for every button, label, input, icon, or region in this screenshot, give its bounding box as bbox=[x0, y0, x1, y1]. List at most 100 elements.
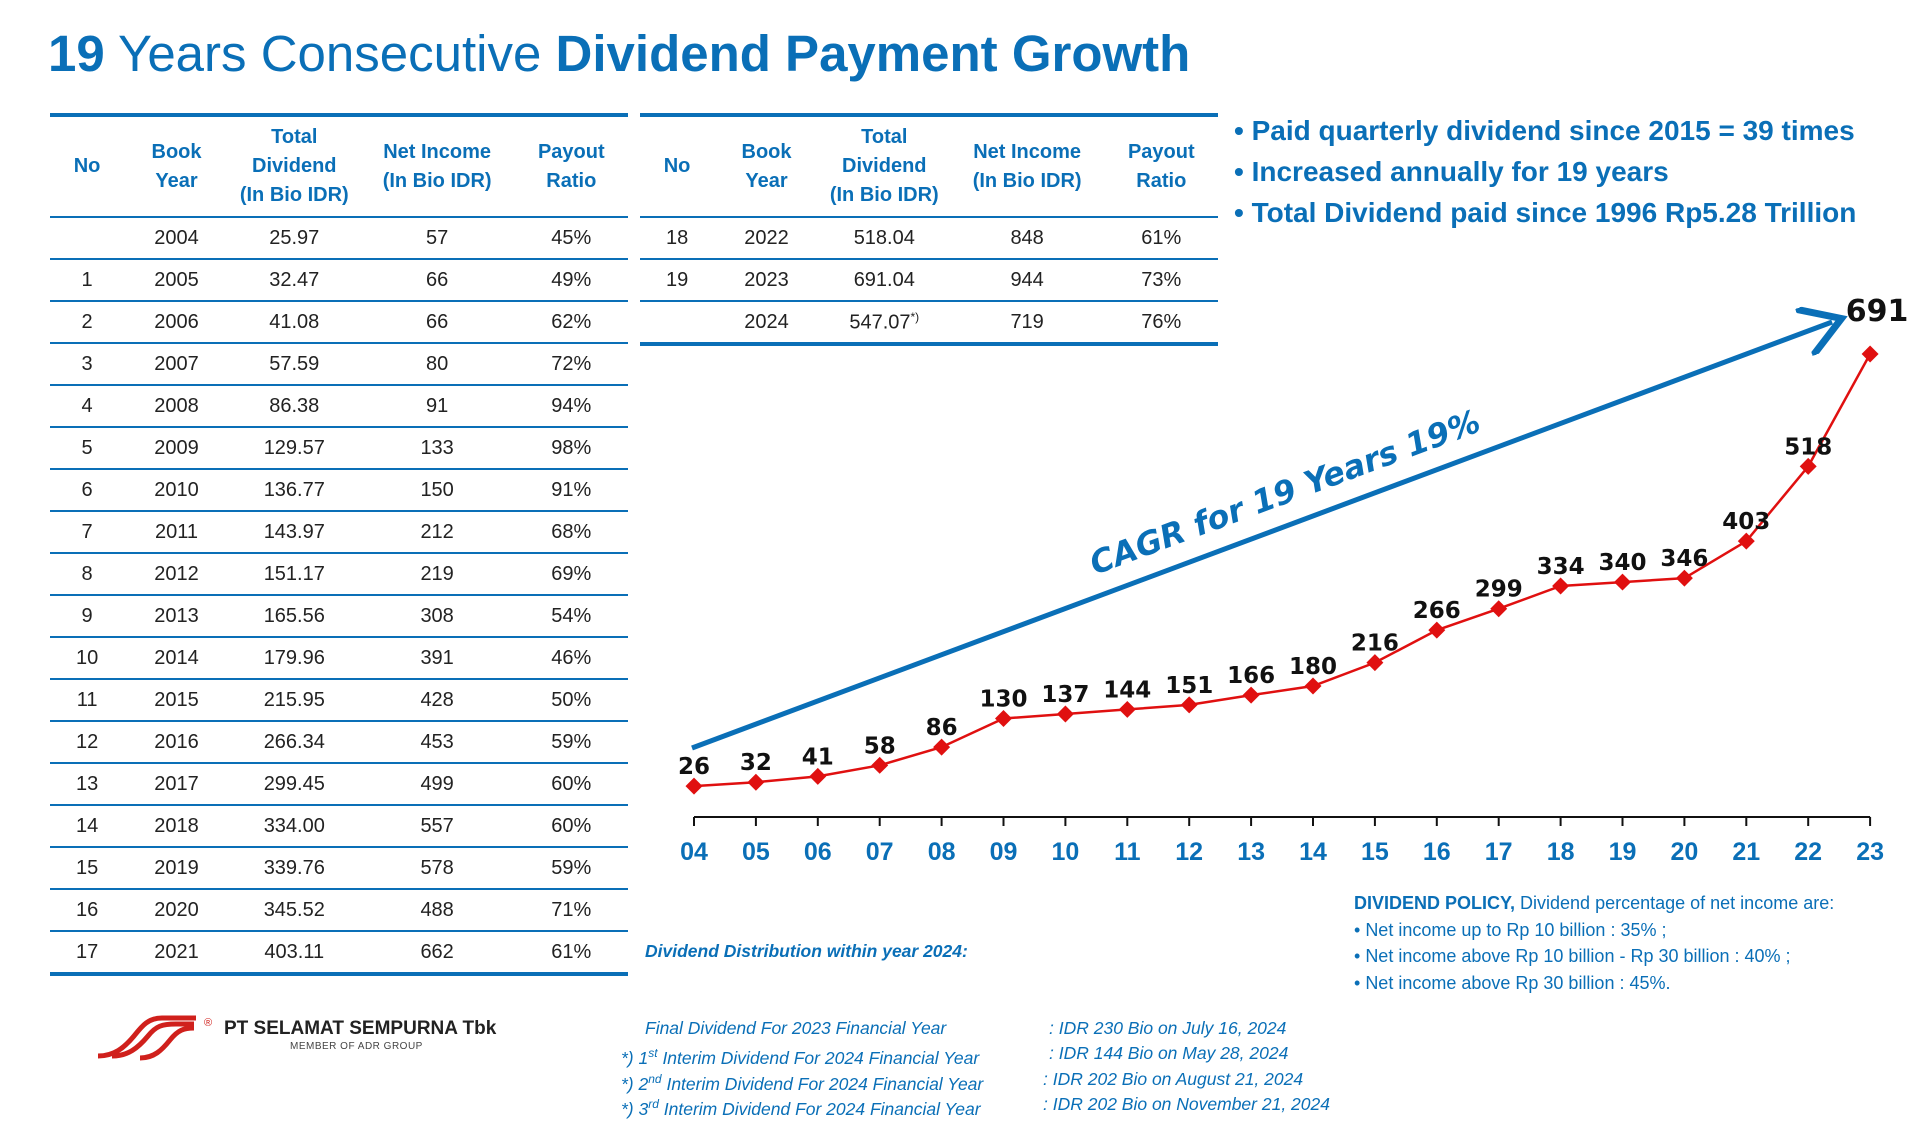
cell-payout: 60% bbox=[514, 763, 628, 806]
cell-no: 16 bbox=[50, 889, 125, 932]
data-point bbox=[1428, 621, 1446, 639]
table-row: 7 2011 143.97 212 68% bbox=[50, 511, 628, 554]
table-row: 9 2013 165.56 308 54% bbox=[50, 595, 628, 638]
registered-mark: ® bbox=[204, 1017, 212, 1029]
highlight-item: Total Dividend paid since 1996 Rp5.28 Tr… bbox=[1234, 192, 1857, 233]
notes-title: Dividend Distribution within year 2024: bbox=[645, 941, 968, 961]
cell-dividend: 215.95 bbox=[228, 679, 360, 722]
cell-dividend: 25.97 bbox=[228, 217, 360, 260]
cell-no: 18 bbox=[640, 217, 715, 260]
x-tick-label: 20 bbox=[1670, 838, 1698, 866]
cell-year: 2019 bbox=[124, 847, 229, 890]
dividend-policy: DIVIDEND POLICY, Dividend percentage of … bbox=[1354, 890, 1834, 996]
data-label: 130 bbox=[979, 687, 1027, 713]
cell-no: 12 bbox=[50, 721, 125, 764]
cell-payout: 76% bbox=[1104, 301, 1218, 346]
cell-dividend: 57.59 bbox=[228, 343, 360, 386]
data-label: 518 bbox=[1784, 434, 1832, 460]
cell-net-income: 66 bbox=[359, 259, 515, 302]
col-no: No bbox=[640, 113, 715, 218]
cell-no: 5 bbox=[50, 427, 125, 470]
cell-year: 2020 bbox=[124, 889, 229, 932]
cell-year: 2011 bbox=[124, 511, 229, 554]
cell-net-income: 557 bbox=[359, 805, 515, 848]
table-row: 14 2018 334.00 557 60% bbox=[50, 805, 628, 848]
table-row: 2024 547.07*) 719 76% bbox=[640, 301, 1218, 346]
x-tick-label: 15 bbox=[1361, 838, 1389, 866]
table-row: 2004 25.97 57 45% bbox=[50, 217, 628, 260]
data-point bbox=[1614, 573, 1631, 591]
dividend-table-right: No Book Year Total Dividend (In Bio IDR) … bbox=[640, 113, 1218, 346]
highlight-item: Paid quarterly dividend since 2015 = 39 … bbox=[1234, 110, 1856, 151]
company-name: PT SELAMAT SEMPURNA Tbk bbox=[224, 1018, 497, 1039]
cell-payout: 46% bbox=[514, 637, 628, 680]
cell-dividend: 129.57 bbox=[228, 427, 360, 470]
cell-no: 17 bbox=[50, 931, 125, 976]
page-title: 19 Years Consecutive Dividend Payment Gr… bbox=[48, 25, 1191, 82]
cell-year: 2010 bbox=[124, 469, 229, 512]
table-row: 3 2007 57.59 80 72% bbox=[50, 343, 628, 386]
table-row: 8 2012 151.17 219 69% bbox=[50, 553, 628, 596]
cell-no: 2 bbox=[50, 301, 125, 344]
cell-dividend: 518.04 bbox=[818, 217, 950, 260]
cell-payout: 69% bbox=[514, 553, 628, 596]
table-row: 15 2019 339.76 578 59% bbox=[50, 847, 628, 890]
table-row: 16 2020 345.52 488 71% bbox=[50, 889, 628, 932]
cell-net-income: 150 bbox=[359, 469, 515, 512]
cell-dividend: 165.56 bbox=[228, 595, 360, 638]
data-point bbox=[1490, 600, 1508, 618]
data-label: 151 bbox=[1165, 673, 1213, 699]
table-row: 17 2021 403.11 662 61% bbox=[50, 931, 628, 976]
cell-net-income: 944 bbox=[949, 259, 1105, 302]
notes-row: Final Dividend For 2023 Financial Year: … bbox=[645, 1017, 1287, 1038]
dividend-line-chart: CAGR for 19 Years 19% 04 05 06 07 08 09 10 11 12 1… bbox=[678, 294, 1908, 866]
highlight-item: Increased annually for 19 years bbox=[1234, 151, 1856, 192]
data-point bbox=[1552, 577, 1570, 595]
col-no: No bbox=[50, 113, 125, 218]
cell-no: 4 bbox=[50, 385, 125, 428]
data-label: 41 bbox=[802, 744, 834, 770]
data-point bbox=[747, 773, 765, 791]
x-tick-label: 23 bbox=[1856, 838, 1884, 866]
cell-year: 2018 bbox=[124, 805, 229, 848]
cell-dividend: 86.38 bbox=[228, 385, 360, 428]
cell-dividend: 179.96 bbox=[228, 637, 360, 680]
dividend-distribution-notes: Dividend Distribution within year 2024: … bbox=[621, 888, 1330, 1143]
data-point bbox=[1118, 700, 1136, 718]
cell-net-income: 91 bbox=[359, 385, 515, 428]
data-label: 216 bbox=[1351, 631, 1399, 657]
cell-dividend: 136.77 bbox=[228, 469, 360, 512]
col-book-year: Book Year bbox=[124, 113, 229, 218]
x-tick-label: 17 bbox=[1485, 838, 1513, 866]
cell-net-income: 719 bbox=[949, 301, 1105, 346]
table-row: 1 2005 32.47 66 49% bbox=[50, 259, 628, 302]
cell-no: 14 bbox=[50, 805, 125, 848]
cell-year: 2012 bbox=[124, 553, 229, 596]
cell-no: 11 bbox=[50, 679, 125, 722]
cell-year: 2004 bbox=[124, 217, 229, 260]
cell-no: 9 bbox=[50, 595, 125, 638]
cell-payout: 59% bbox=[514, 721, 628, 764]
cell-dividend: 299.45 bbox=[228, 763, 360, 806]
dividend-table-left: No Book Year Total Dividend (In Bio IDR) … bbox=[50, 113, 628, 976]
data-label: 403 bbox=[1722, 509, 1770, 535]
cell-dividend: 691.04 bbox=[818, 259, 950, 302]
col-total-dividend: Total Dividend (In Bio IDR) bbox=[228, 113, 360, 218]
cell-no: 3 bbox=[50, 343, 125, 386]
x-tick-label: 09 bbox=[990, 838, 1018, 866]
table-row: 4 2008 86.38 91 94% bbox=[50, 385, 628, 428]
cell-dividend: 403.11 bbox=[228, 931, 360, 976]
cell-no: 6 bbox=[50, 469, 125, 512]
cell-payout: 61% bbox=[1104, 217, 1218, 260]
x-tick-label: 21 bbox=[1732, 838, 1760, 866]
policy-heading: DIVIDEND POLICY, bbox=[1354, 893, 1516, 913]
data-point bbox=[1675, 569, 1693, 587]
cell-no bbox=[50, 217, 125, 260]
cell-year: 2024 bbox=[714, 301, 819, 346]
highlights-list: Paid quarterly dividend since 2015 = 39 … bbox=[1234, 110, 1857, 233]
cell-year: 2005 bbox=[124, 259, 229, 302]
data-point bbox=[1861, 345, 1879, 363]
x-tick-label: 04 bbox=[680, 838, 708, 866]
dividend-series-line bbox=[693, 353, 1872, 788]
table-header-row: No Book Year Total Dividend (In Bio IDR) … bbox=[640, 113, 1218, 218]
